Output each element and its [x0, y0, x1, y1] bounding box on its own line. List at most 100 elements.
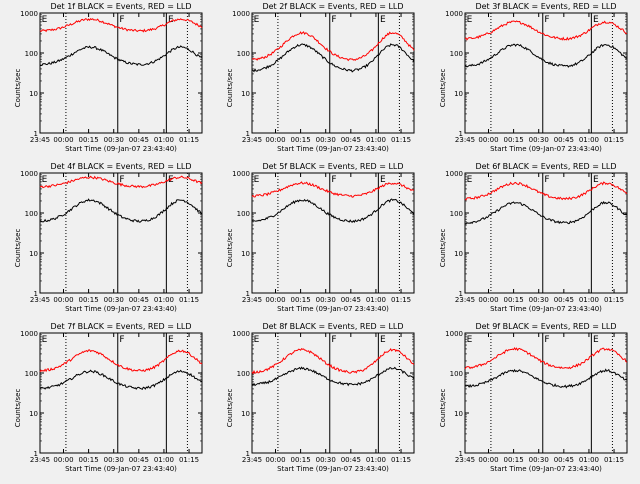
y-tick-label: 1 [34, 290, 38, 298]
lld-series-line [251, 181, 415, 198]
y-tick-label: 1000 [20, 330, 38, 338]
x-tick-label: 01:00 [366, 296, 386, 304]
marker-label: E [467, 175, 473, 185]
x-tick-label: 00:00 [53, 456, 73, 464]
lld-series-line [39, 175, 203, 189]
panel-9: Det 9f BLACK = Events, RED = LLD 1 10 100 10… [439, 322, 628, 473]
x-axis-label: Start Time (09-Jan-07 23:43:40) [490, 145, 602, 153]
events-series-line [39, 369, 203, 390]
y-tick-label: 1000 [445, 170, 463, 178]
x-axis-label: Start Time (09-Jan-07 23:43:40) [277, 305, 389, 313]
marker-label: E [467, 15, 473, 25]
y-tick-label: 1000 [232, 170, 250, 178]
x-axis-label: Start Time (09-Jan-07 23:43:40) [277, 465, 389, 473]
marker-label: E [467, 335, 473, 345]
y-axis-label: Counts/sec [226, 229, 234, 268]
x-tick-label: 00:30 [529, 136, 549, 144]
y-tick-label: 1 [459, 450, 463, 458]
x-tick-label: 00:00 [53, 296, 73, 304]
x-tick-label: 00:45 [554, 296, 574, 304]
panel-title: Det 5f BLACK = Events, RED = LLD [262, 162, 403, 171]
x-tick-label: 23:45 [30, 136, 50, 144]
x-tick-label: 00:45 [341, 296, 361, 304]
panel-4: Det 4f BLACK = Events, RED = LLD 1 10 100 10… [14, 162, 203, 313]
y-axis-label: Counts/sec [14, 229, 22, 268]
marker-label: F [544, 175, 549, 185]
panel-6: Det 6f BLACK = Events, RED = LLD 1 10 100 10… [439, 162, 628, 313]
lld-series-line [39, 17, 203, 33]
marker-label: E [168, 335, 174, 345]
y-tick-label: 100 [450, 50, 463, 58]
marker-label: E [254, 15, 260, 25]
panel-7: Det 7f BLACK = Events, RED = LLD 1 10 100 10… [14, 322, 203, 473]
x-tick-label: 23:45 [30, 296, 50, 304]
x-tick-label: 01:00 [579, 136, 599, 144]
y-tick-label: 1000 [20, 170, 38, 178]
y-tick-label: 1 [246, 290, 250, 298]
x-tick-label: 23:45 [242, 136, 262, 144]
x-tick-label: 01:00 [366, 456, 386, 464]
x-tick-label: 00:00 [478, 456, 498, 464]
marker-label: E [42, 175, 48, 185]
y-axis-label: Counts/sec [439, 69, 447, 108]
x-tick-label: 00:15 [504, 456, 524, 464]
events-series-line [39, 198, 203, 223]
x-tick-label: 00:00 [265, 456, 285, 464]
panel-title: Det 6f BLACK = Events, RED = LLD [475, 162, 616, 171]
plot-frame [251, 12, 415, 134]
panel-5: Det 5f BLACK = Events, RED = LLD 1 10 100 10… [226, 162, 415, 313]
x-tick-label: 00:15 [291, 296, 311, 304]
x-tick-label: 01:15 [391, 136, 411, 144]
x-tick-label: 23:45 [242, 296, 262, 304]
y-tick-label: 10 [29, 410, 38, 418]
plot-frame [464, 12, 628, 134]
marker-label: E [42, 15, 48, 25]
plot-frame [464, 332, 628, 454]
x-tick-label: 00:15 [79, 296, 99, 304]
marker-label: E [593, 15, 599, 25]
x-axis-label: Start Time (09-Jan-07 23:43:40) [490, 465, 602, 473]
x-tick-label: 01:00 [154, 136, 174, 144]
x-tick-label: 01:15 [391, 296, 411, 304]
lld-series-line [39, 349, 203, 373]
y-tick-label: 100 [237, 50, 250, 58]
x-tick-label: 23:45 [455, 296, 475, 304]
x-axis-label: Start Time (09-Jan-07 23:43:40) [277, 145, 389, 153]
events-series-line [464, 368, 628, 389]
x-tick-label: 01:15 [179, 456, 199, 464]
panel-3: Det 3f BLACK = Events, RED = LLD 1 10 100 10… [439, 2, 628, 153]
lld-series-line [251, 31, 415, 62]
x-tick-label: 01:00 [579, 456, 599, 464]
x-tick-label: 00:15 [504, 136, 524, 144]
x-tick-label: 00:15 [291, 456, 311, 464]
marker-label: F [331, 15, 336, 25]
y-tick-label: 10 [29, 90, 38, 98]
plot-frame [39, 332, 203, 454]
marker-label: E [380, 175, 386, 185]
y-tick-label: 100 [25, 210, 38, 218]
marker-label: E [593, 335, 599, 345]
marker-label: F [331, 335, 336, 345]
x-tick-label: 01:00 [579, 296, 599, 304]
x-tick-label: 23:45 [455, 136, 475, 144]
events-series-line [251, 43, 415, 73]
y-tick-label: 100 [450, 210, 463, 218]
marker-label: F [119, 335, 124, 345]
x-tick-label: 00:15 [291, 136, 311, 144]
y-tick-label: 100 [237, 210, 250, 218]
x-tick-label: 00:30 [104, 456, 124, 464]
y-tick-label: 100 [25, 370, 38, 378]
x-tick-label: 23:45 [455, 456, 475, 464]
lld-series-line [464, 181, 628, 201]
lld-series-line [464, 347, 628, 370]
x-tick-label: 01:00 [154, 296, 174, 304]
x-tick-label: 23:45 [30, 456, 50, 464]
y-tick-label: 1000 [232, 10, 250, 18]
x-tick-label: 00:00 [478, 296, 498, 304]
events-series-line [40, 45, 203, 66]
x-tick-label: 01:15 [391, 456, 411, 464]
x-tick-label: 00:30 [316, 296, 336, 304]
x-tick-label: 00:45 [341, 136, 361, 144]
lld-series-line [464, 20, 627, 41]
